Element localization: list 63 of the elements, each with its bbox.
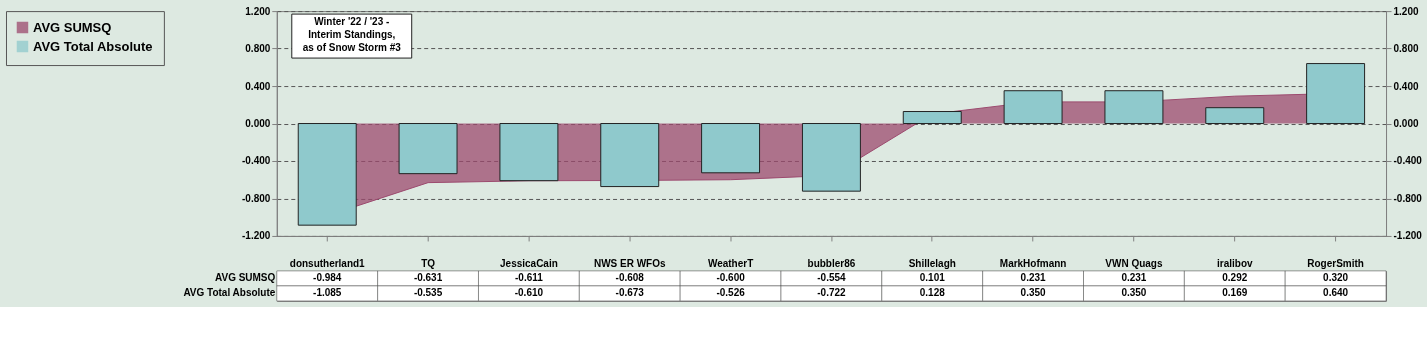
x-tick-label: Shillelagh [908,258,956,270]
x-tick-label: TQ [421,258,436,270]
data-label: 0.231 [1121,272,1147,284]
bar [600,123,660,188]
bar [499,123,559,182]
x-tick-label: iralibov [1217,258,1253,270]
x-tick-label: RogerSmith [1307,258,1364,270]
data-label: -0.600 [716,272,746,284]
y-tick-label: 0.000 [245,118,271,130]
text: Winter '22 / '23 - Interim Standings, as of Snow Storm #3 [302,16,402,54]
y2-tick-label: 1.200 [1393,5,1419,17]
data-label: 0.320 [1323,272,1349,284]
bar [801,123,861,192]
y-tick-label: 0.400 [245,80,271,92]
x-tick-label: donsutherland1 [289,258,366,270]
data-label: 0.231 [1020,272,1047,284]
x-tick-label: VWN Quags [1105,258,1163,270]
y-tick-label: 0.800 [245,43,271,55]
x-tick-label: bubbler86 [807,258,856,270]
data-label: -0.722 [817,287,847,299]
bar [398,123,458,175]
data-label: -0.611 [515,272,544,284]
data-label: -0.610 [514,287,544,299]
data-label: -0.608 [615,272,645,284]
data-label: 0.128 [919,287,946,299]
x-tick-label: WeatherT [707,258,754,270]
y-tick-label: -0.800 [242,192,271,204]
data-label: -0.535 [413,287,443,299]
y-tick-label: 1.200 [245,5,271,17]
bar [1205,107,1265,125]
y2-tick-label: 0.400 [1393,80,1419,92]
data-label: 0.292 [1222,272,1248,284]
data-label: -0.673 [615,287,645,299]
y2-tick-label: -1.200 [1393,230,1423,242]
data-label: 0.350 [1121,287,1147,299]
y2-tick-label: -0.400 [1393,155,1423,167]
data-label: -0.554 [817,272,847,284]
bar [1306,63,1366,125]
x-tick-label: JessicaCain [500,258,558,270]
text: AVG Total Absolute [183,287,276,299]
data-label: -0.631 [413,272,443,284]
data-label: 0.169 [1222,287,1248,299]
legend-label: AVG SUMSQ [32,19,112,35]
y2-tick-label: 0.000 [1393,118,1419,130]
data-label: -0.526 [716,287,746,299]
data-label: 0.350 [1020,287,1047,299]
bar [1104,90,1164,125]
y-tick-label: -1.200 [242,230,271,242]
y2-tick-label: 0.800 [1393,43,1419,55]
y2-tick-label: -0.800 [1393,192,1423,204]
text: AVG SUMSQ [215,272,276,284]
legend-label: AVG Total Absolute [32,38,153,54]
x-tick-label: MarkHofmann [999,258,1067,270]
bar [902,111,962,125]
data-label: -1.085 [313,287,342,299]
data-label: -0.984 [313,272,342,284]
y-tick-label: -0.400 [242,155,271,167]
x-tick-label: NWS ER WFOs [593,258,666,270]
data-label: 0.101 [919,272,946,284]
bar [701,123,761,174]
data-label: 0.640 [1323,287,1349,299]
bar [297,123,357,226]
bar [1003,90,1063,125]
